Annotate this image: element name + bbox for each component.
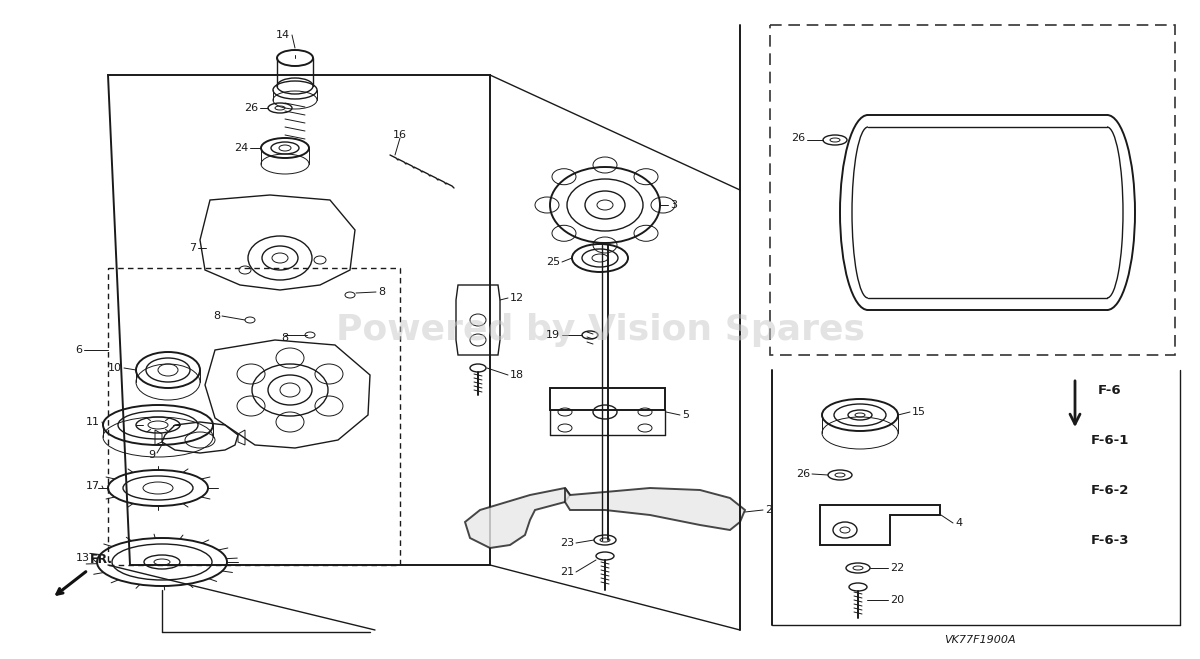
Text: F-6-1: F-6-1 bbox=[1091, 434, 1129, 447]
Bar bbox=[770, 25, 1175, 355]
Text: Powered by Vision Spares: Powered by Vision Spares bbox=[336, 313, 864, 347]
Text: 24: 24 bbox=[234, 143, 248, 153]
Text: 26: 26 bbox=[791, 133, 805, 143]
Polygon shape bbox=[466, 488, 570, 548]
Text: 12: 12 bbox=[510, 293, 524, 303]
Text: 13: 13 bbox=[76, 553, 90, 563]
Text: 7: 7 bbox=[188, 243, 196, 253]
Text: 23: 23 bbox=[560, 538, 574, 548]
Text: 22: 22 bbox=[890, 563, 905, 573]
Text: 18: 18 bbox=[510, 370, 524, 380]
Text: 8: 8 bbox=[378, 287, 385, 297]
Text: 19: 19 bbox=[546, 330, 560, 340]
Text: F-6-3: F-6-3 bbox=[1091, 534, 1129, 546]
Text: 14: 14 bbox=[276, 30, 290, 40]
Polygon shape bbox=[565, 488, 745, 530]
Text: 9: 9 bbox=[148, 450, 155, 460]
Text: 8: 8 bbox=[282, 333, 288, 343]
Text: 16: 16 bbox=[394, 130, 407, 140]
Text: 2: 2 bbox=[766, 505, 772, 515]
Text: 15: 15 bbox=[912, 407, 926, 417]
Text: 26: 26 bbox=[244, 103, 258, 113]
Text: F-6: F-6 bbox=[1098, 384, 1122, 397]
Text: 5: 5 bbox=[682, 410, 689, 420]
Text: 3: 3 bbox=[670, 200, 677, 210]
Text: 21: 21 bbox=[560, 567, 574, 577]
Text: 4: 4 bbox=[955, 518, 962, 528]
Text: 26: 26 bbox=[796, 469, 810, 479]
Text: VK77F1900A: VK77F1900A bbox=[944, 635, 1016, 645]
Text: 6: 6 bbox=[74, 345, 82, 355]
Text: 8: 8 bbox=[212, 311, 220, 321]
Text: 11: 11 bbox=[86, 417, 100, 427]
Text: 10: 10 bbox=[108, 363, 122, 373]
Text: 20: 20 bbox=[890, 595, 904, 605]
Text: F-6-2: F-6-2 bbox=[1091, 484, 1129, 496]
Text: FR.: FR. bbox=[90, 553, 113, 566]
Text: 25: 25 bbox=[546, 257, 560, 267]
Text: 17: 17 bbox=[86, 481, 100, 491]
